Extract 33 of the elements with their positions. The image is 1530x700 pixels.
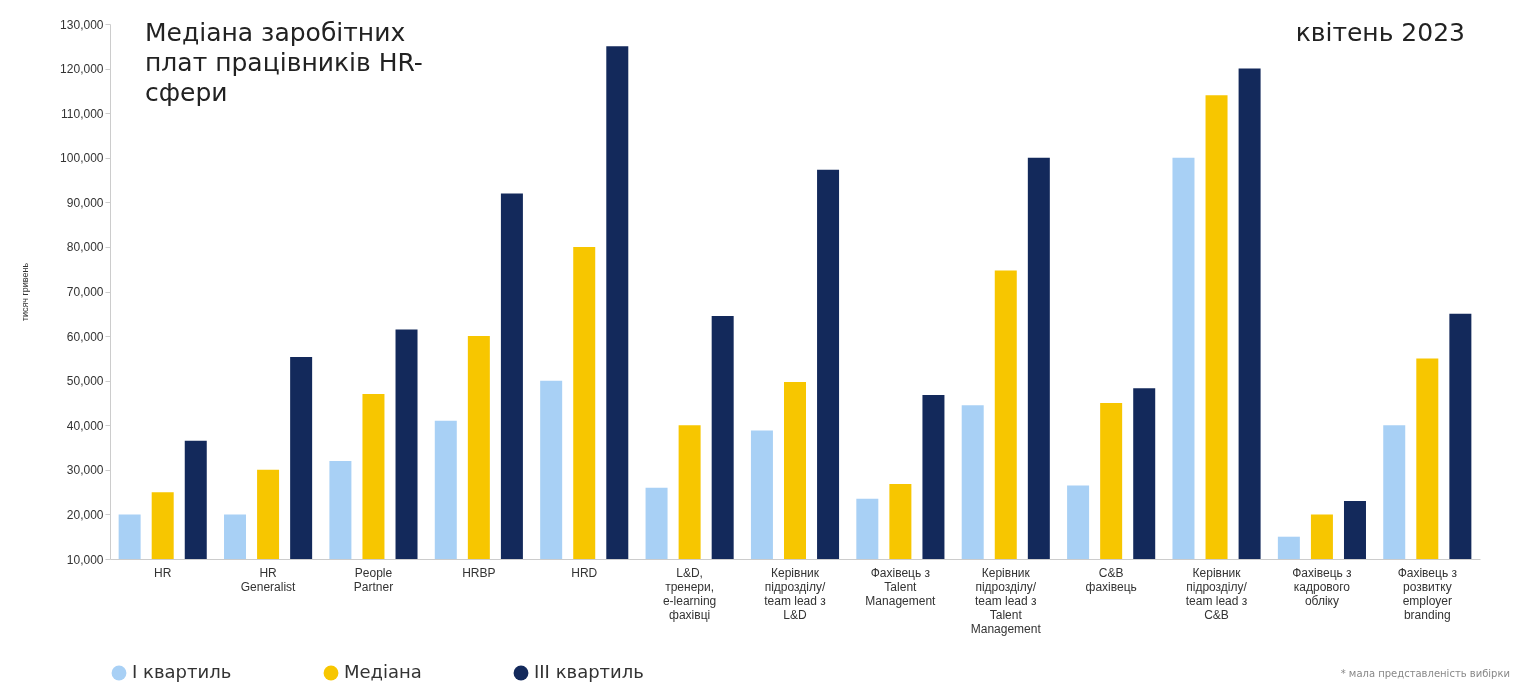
- y-tick-label: 90,000: [66, 195, 104, 210]
- x-tick-label: Керівник підрозділу/ team lead з L&D: [764, 565, 827, 622]
- y-tick-label: 130,000: [60, 17, 104, 32]
- y-tick-label: 80,000: [66, 240, 104, 255]
- x-tick-label: HRD: [571, 565, 598, 580]
- x-tick-label: C&B фахівець: [1085, 565, 1137, 594]
- y-tick-label: 50,000: [66, 374, 104, 389]
- y-tick-label: 10,000: [66, 552, 104, 567]
- annotation: квітень 2023: [1295, 18, 1465, 47]
- y-tick-label: 30,000: [66, 463, 104, 478]
- legend-label: I квартиль: [132, 661, 232, 682]
- y-axis-title: тисяч гривень: [20, 262, 31, 322]
- x-tick-label: HR: [154, 565, 172, 580]
- y-tick-label: 100,000: [60, 151, 104, 166]
- x-tick-label: Фахівець з кадрового обліку: [1292, 565, 1353, 608]
- x-tick-label: L&D, тренери, e-learning фахівці: [662, 565, 717, 622]
- legend-label: III квартиль: [534, 661, 644, 682]
- y-tick-label: 110,000: [61, 106, 104, 121]
- y-tick-label: 120,000: [60, 62, 104, 77]
- text: * мала представленість вибірки: [1340, 668, 1510, 679]
- x-tick-label: Керівник підрозділу/ team lead з C&B: [1185, 565, 1248, 622]
- y-tick-label: 60,000: [66, 329, 104, 344]
- y-tick-label: 40,000: [66, 418, 104, 433]
- x-tick-label: Фахівець з Talent Management: [865, 565, 937, 608]
- x-tick-label: Фахівець з розвитку employer branding: [1397, 565, 1458, 622]
- x-tick-label: HRBP: [462, 565, 496, 580]
- x-tick-label: Керівник підрозділу/ team lead з Talent Management: [970, 565, 1042, 636]
- y-tick-label: 20,000: [66, 507, 104, 522]
- text: Медіана заробітних плат працівників HR-сфери: [145, 18, 424, 108]
- legend-label: Медіана: [344, 661, 422, 682]
- x-tick-label: HR Generalist: [240, 565, 297, 594]
- x-tick-label: People Partner: [353, 565, 394, 594]
- y-tick-label: 70,000: [66, 285, 104, 299]
